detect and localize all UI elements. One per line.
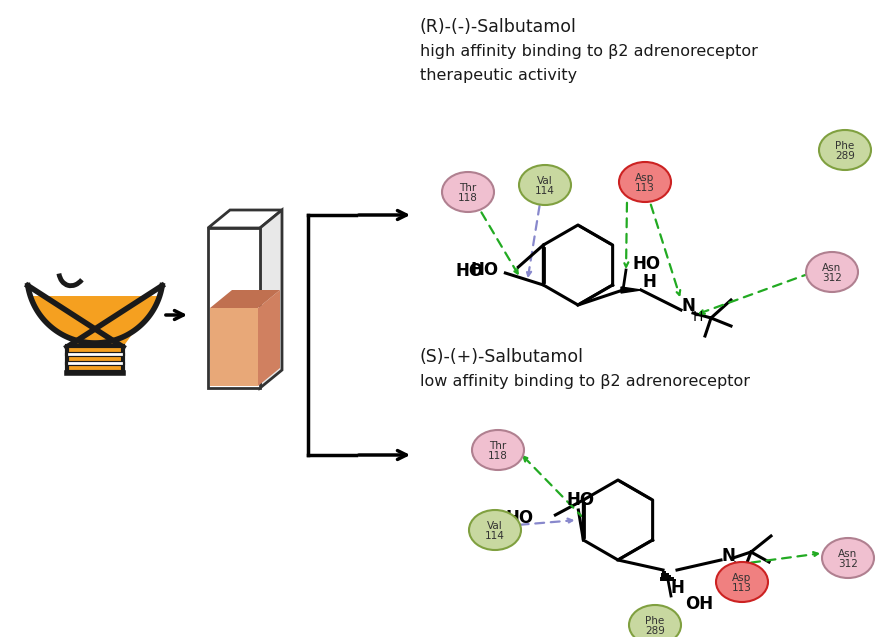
Text: N: N xyxy=(722,547,736,565)
Text: Val: Val xyxy=(537,176,553,186)
Text: H: H xyxy=(693,310,703,324)
Text: HO: HO xyxy=(455,262,484,280)
Text: (S)-(+)-Salbutamol: (S)-(+)-Salbutamol xyxy=(420,348,584,366)
Text: 289: 289 xyxy=(835,151,855,161)
Text: Asn: Asn xyxy=(822,263,842,273)
Text: Asp: Asp xyxy=(635,173,655,183)
Polygon shape xyxy=(208,210,282,228)
Text: therapeutic activity: therapeutic activity xyxy=(420,68,577,83)
Text: high affinity binding to β2 adrenoreceptor: high affinity binding to β2 adrenorecept… xyxy=(420,44,758,59)
Text: 118: 118 xyxy=(458,193,478,203)
Bar xyxy=(67,364,123,372)
Text: Phe: Phe xyxy=(645,616,664,626)
Text: Asn: Asn xyxy=(838,549,858,559)
Ellipse shape xyxy=(469,510,521,550)
Text: H: H xyxy=(671,579,685,597)
Text: low affinity binding to β2 adrenoreceptor: low affinity binding to β2 adrenorecepto… xyxy=(420,374,750,389)
Text: 113: 113 xyxy=(732,583,752,593)
Text: OH: OH xyxy=(685,595,713,613)
Ellipse shape xyxy=(819,130,871,170)
Text: 113: 113 xyxy=(635,183,655,193)
Ellipse shape xyxy=(806,252,858,292)
Polygon shape xyxy=(30,296,159,365)
Ellipse shape xyxy=(619,162,671,202)
Bar xyxy=(67,346,123,354)
Text: HO: HO xyxy=(633,255,661,273)
Text: (R)-(-)-Salbutamol: (R)-(-)-Salbutamol xyxy=(420,18,577,36)
Ellipse shape xyxy=(519,165,571,205)
Text: HO: HO xyxy=(505,509,533,527)
Text: HO: HO xyxy=(470,261,498,279)
Text: N: N xyxy=(682,297,696,315)
Polygon shape xyxy=(210,290,280,308)
Text: Thr: Thr xyxy=(489,441,507,451)
Text: HO: HO xyxy=(566,491,595,509)
Text: 114: 114 xyxy=(485,531,505,541)
Ellipse shape xyxy=(629,605,681,637)
Polygon shape xyxy=(260,210,282,388)
Text: Phe: Phe xyxy=(835,141,855,151)
Bar xyxy=(67,355,123,363)
Text: 114: 114 xyxy=(535,186,555,196)
Text: 289: 289 xyxy=(645,626,664,636)
Text: Thr: Thr xyxy=(459,183,477,193)
Text: H: H xyxy=(733,560,743,574)
Text: 118: 118 xyxy=(488,451,508,461)
Bar xyxy=(210,308,258,386)
Ellipse shape xyxy=(716,562,768,602)
Ellipse shape xyxy=(442,172,494,212)
Bar xyxy=(208,228,260,388)
Text: H: H xyxy=(643,273,657,291)
Text: 312: 312 xyxy=(838,559,858,569)
Polygon shape xyxy=(621,287,641,293)
Ellipse shape xyxy=(472,430,524,470)
Polygon shape xyxy=(258,290,280,386)
Text: 312: 312 xyxy=(822,273,842,283)
Ellipse shape xyxy=(822,538,874,578)
Text: Asp: Asp xyxy=(733,573,751,583)
Text: Val: Val xyxy=(487,521,503,531)
